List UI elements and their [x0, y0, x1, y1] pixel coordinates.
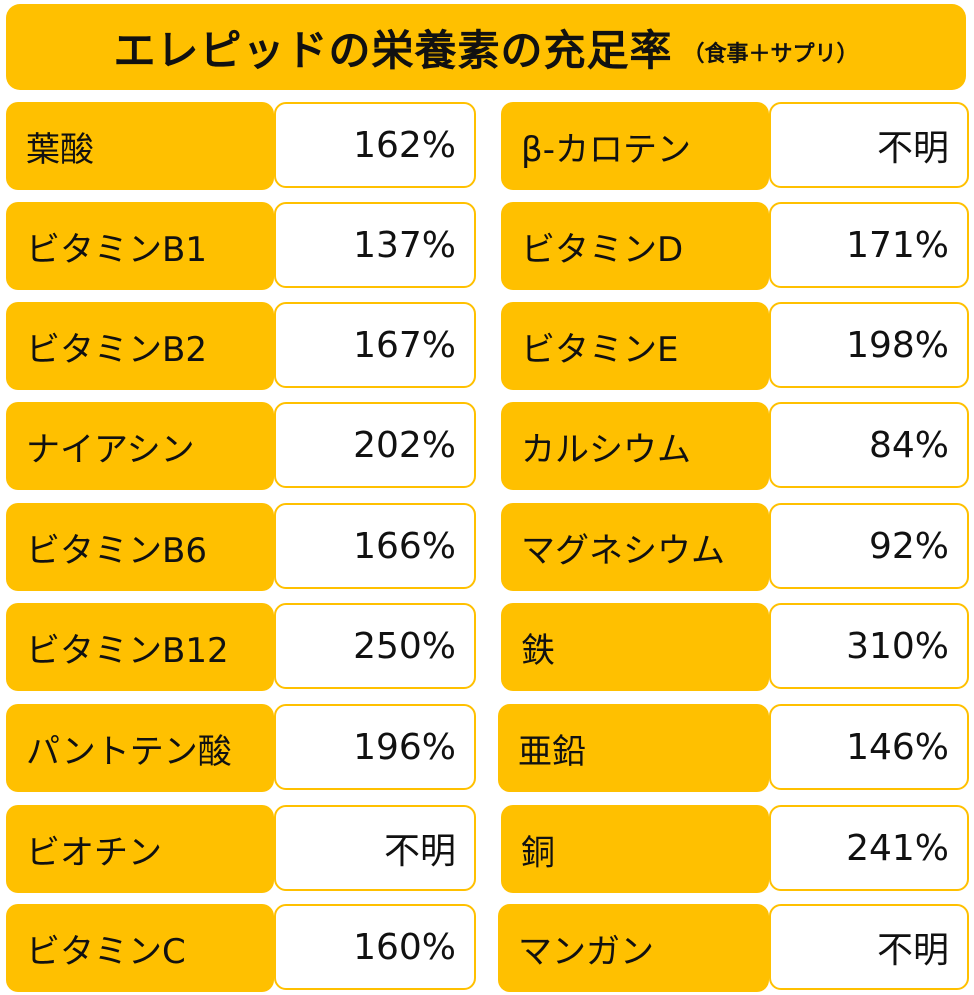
nutrient-label: ビタミンB1: [6, 202, 274, 290]
nutrient-label: ビオチン: [6, 805, 274, 893]
nutrient-label: ビタミンC: [6, 904, 274, 992]
nutrient-value: 不明: [274, 805, 476, 891]
nutrient-label: カルシウム: [501, 402, 769, 490]
nutrient-label: β-カロテン: [501, 102, 769, 190]
nutrient-value: 310%: [769, 603, 969, 689]
nutrient-label: 葉酸: [6, 102, 274, 190]
nutrient-value: 198%: [769, 302, 969, 388]
nutrient-row: 葉酸 162%: [6, 102, 476, 190]
nutrient-value: 不明: [769, 904, 969, 990]
nutrient-row: ビタミンB1 137%: [6, 202, 476, 290]
nutrient-value: 160%: [274, 904, 476, 990]
nutrient-row: 亜鉛 146%: [498, 704, 969, 792]
nutrient-label: 鉄: [501, 603, 769, 691]
nutrient-label: ナイアシン: [6, 402, 274, 490]
nutrient-label: 亜鉛: [498, 704, 769, 792]
nutrient-label: ビタミンB2: [6, 302, 274, 390]
nutrient-row: ビタミンB6 166%: [6, 503, 476, 591]
nutrient-row: ナイアシン 202%: [6, 402, 476, 490]
nutrient-value: 137%: [274, 202, 476, 288]
nutrient-value: 202%: [274, 402, 476, 488]
nutrient-value: 196%: [274, 704, 476, 790]
nutrient-row: マグネシウム 92%: [501, 503, 969, 591]
nutrient-label: ビタミンB6: [6, 503, 274, 591]
nutrient-row: 銅 241%: [501, 805, 969, 893]
nutrient-label: マグネシウム: [501, 503, 769, 591]
title-banner: エレピッドの栄養素の充足率 （食事＋サプリ）: [6, 4, 966, 90]
nutrient-value: 167%: [274, 302, 476, 388]
nutrient-label: ビタミンE: [501, 302, 769, 390]
nutrient-value: 241%: [769, 805, 969, 891]
nutrient-value: 166%: [274, 503, 476, 589]
nutrient-row: マンガン 不明: [498, 904, 969, 992]
nutrient-row: カルシウム 84%: [501, 402, 969, 490]
nutrient-row: β-カロテン 不明: [501, 102, 969, 190]
nutrient-row: ビタミンC 160%: [6, 904, 476, 992]
nutrient-row: ビオチン 不明: [6, 805, 476, 893]
nutrient-row: パントテン酸 196%: [6, 704, 476, 792]
page-subtitle: （食事＋サプリ）: [682, 42, 859, 67]
nutrient-row: 鉄 310%: [501, 603, 969, 691]
nutrient-row: ビタミンB12 250%: [6, 603, 476, 691]
nutrient-value: 146%: [769, 704, 969, 790]
nutrient-label: ビタミンB12: [6, 603, 274, 691]
nutrient-row: ビタミンD 171%: [501, 202, 969, 290]
nutrient-value: 84%: [769, 402, 969, 488]
page-title: エレピッドの栄養素の充足率: [113, 25, 673, 75]
nutrient-row: ビタミンB2 167%: [6, 302, 476, 390]
nutrient-label: マンガン: [498, 904, 769, 992]
nutrient-value: 171%: [769, 202, 969, 288]
nutrient-row: ビタミンE 198%: [501, 302, 969, 390]
nutrient-value: 250%: [274, 603, 476, 689]
nutrient-label: パントテン酸: [6, 704, 274, 792]
nutrient-label: 銅: [501, 805, 769, 893]
nutrient-value: 不明: [769, 102, 969, 188]
nutrient-value: 162%: [274, 102, 476, 188]
nutrient-label: ビタミンD: [501, 202, 769, 290]
nutrient-value: 92%: [769, 503, 969, 589]
